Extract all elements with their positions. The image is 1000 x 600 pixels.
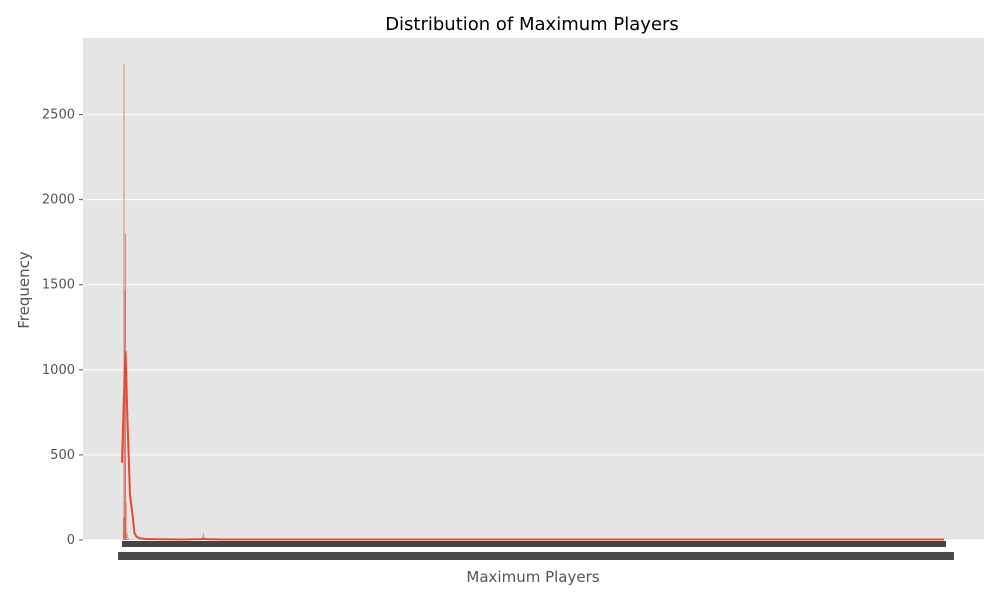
x-axis-label: Maximum Players [466,568,599,586]
chart-title: Distribution of Maximum Players [385,14,679,35]
y-tick-label: 2000 [42,193,75,208]
histogram-bar [202,533,204,540]
histogram-bar [123,63,125,541]
histogram-bar [131,539,134,540]
x-tick-marks-band [122,541,946,547]
y-tick-label: 500 [50,448,75,463]
y-tick-label: 0 [67,533,75,548]
histogram-bar [127,537,130,540]
histogram-bar [126,533,128,540]
x-axis-ticks [118,541,954,560]
histogram-bar [125,502,127,540]
x-tick-labels-band [118,552,954,560]
y-tick-label: 1500 [42,278,75,293]
kde-curve [121,351,944,541]
y-tick-label: 2500 [42,108,75,123]
y-axis-ticks: 0 500 1000 1500 2000 2500 [42,108,83,548]
y-axis-label: Frequency [15,251,33,329]
y-tick-label: 1000 [42,363,75,378]
histogram-bar [124,233,127,540]
histogram-bar [136,539,139,540]
plot-area [83,38,984,540]
histogram-bar [129,538,132,540]
